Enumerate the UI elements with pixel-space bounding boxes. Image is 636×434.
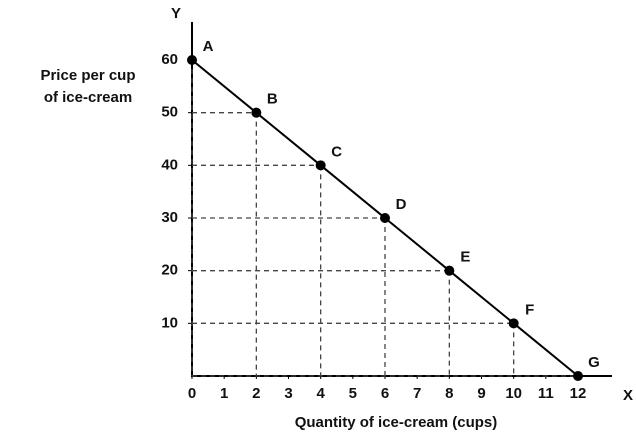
y-tick-label: 40 [161, 156, 178, 173]
point-label: D [396, 196, 407, 213]
y-tick-label: 30 [161, 209, 178, 226]
y-tick-label: 60 [161, 51, 178, 68]
x-tick-label: 4 [316, 385, 325, 402]
point-label: G [588, 354, 600, 371]
x-tick-label: 5 [349, 385, 357, 402]
x-tick-label: 0 [188, 385, 196, 402]
x-tick-label: 10 [505, 385, 522, 402]
y-axis-label: Price per cup [40, 67, 135, 84]
y-axis-label: of ice-cream [44, 89, 132, 106]
point-label: B [267, 91, 278, 108]
point [187, 55, 197, 65]
point-label: C [331, 143, 342, 160]
y-tick-label: 10 [161, 314, 178, 331]
x-axis-label: Quantity of ice-cream (cups) [295, 414, 498, 431]
y-tick-label: 50 [161, 104, 178, 121]
x-tick-label: 8 [445, 385, 453, 402]
x-tick-label: 1 [220, 385, 228, 402]
point-label: F [525, 301, 534, 318]
point-label: A [203, 38, 214, 55]
point [380, 213, 390, 223]
x-tick-label: 11 [538, 385, 554, 402]
point [315, 160, 326, 171]
y-tick-label: 20 [161, 262, 178, 279]
point [444, 265, 455, 276]
point-label: E [460, 249, 470, 266]
x-axis-name: X [623, 387, 633, 404]
point [508, 318, 519, 329]
point [251, 107, 262, 118]
x-tick-label: 12 [570, 385, 587, 402]
x-tick-label: 7 [413, 385, 421, 402]
x-tick-label: 3 [284, 385, 292, 402]
x-tick-label: 6 [381, 385, 389, 402]
y-axis-name: Y [171, 5, 181, 22]
x-tick-label: 9 [477, 385, 485, 402]
point [573, 371, 583, 381]
x-tick-label: 2 [252, 385, 260, 402]
